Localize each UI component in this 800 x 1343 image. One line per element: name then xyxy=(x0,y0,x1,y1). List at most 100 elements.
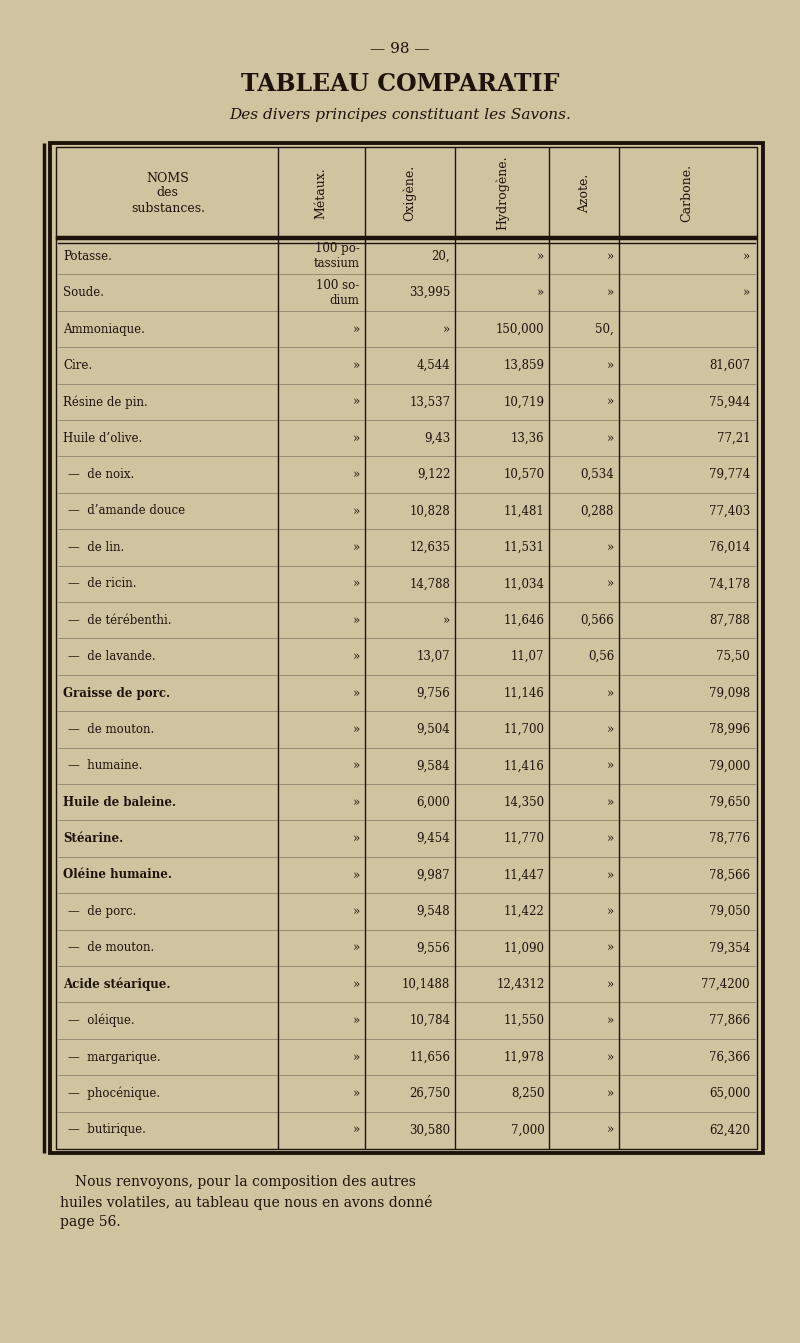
Text: —  de mouton.: — de mouton. xyxy=(68,723,154,736)
Text: »: » xyxy=(353,1050,360,1064)
Text: »: » xyxy=(353,1014,360,1027)
Text: »: » xyxy=(607,250,614,263)
Text: »: » xyxy=(353,759,360,772)
Text: »: » xyxy=(607,395,614,408)
Text: 9,584: 9,584 xyxy=(417,759,450,772)
Text: 11,770: 11,770 xyxy=(503,833,544,845)
Text: »: » xyxy=(607,723,614,736)
Text: »: » xyxy=(443,614,450,627)
Text: 62,420: 62,420 xyxy=(709,1123,750,1136)
Text: »: » xyxy=(353,614,360,627)
Text: 9,987: 9,987 xyxy=(417,869,450,881)
Bar xyxy=(50,142,763,1154)
Text: 9,454: 9,454 xyxy=(417,833,450,845)
Text: 9,548: 9,548 xyxy=(417,905,450,917)
Text: »: » xyxy=(353,322,360,336)
Text: 13,36: 13,36 xyxy=(510,431,544,445)
Text: NOMS
des
substances.: NOMS des substances. xyxy=(130,172,205,215)
Text: Ammoniaque.: Ammoniaque. xyxy=(63,322,145,336)
Text: Résine de pin.: Résine de pin. xyxy=(63,395,148,408)
Text: »: » xyxy=(353,359,360,372)
Text: 11,416: 11,416 xyxy=(503,759,544,772)
Text: 30,580: 30,580 xyxy=(409,1123,450,1136)
Text: Nous renvoyons, pour la composition des autres: Nous renvoyons, pour la composition des … xyxy=(75,1175,416,1189)
Text: Des divers principes constituant les Savons.: Des divers principes constituant les Sav… xyxy=(229,107,571,122)
Text: »: » xyxy=(537,286,544,299)
Text: 9,756: 9,756 xyxy=(417,686,450,700)
Text: »: » xyxy=(353,395,360,408)
Text: 26,750: 26,750 xyxy=(409,1086,450,1100)
Text: 50,: 50, xyxy=(595,322,614,336)
Text: »: » xyxy=(353,978,360,991)
Text: 11,146: 11,146 xyxy=(503,686,544,700)
Text: 13,537: 13,537 xyxy=(409,395,450,408)
Text: 11,550: 11,550 xyxy=(503,1014,544,1027)
Text: 79,098: 79,098 xyxy=(709,686,750,700)
Text: »: » xyxy=(607,286,614,299)
Text: Soude.: Soude. xyxy=(63,286,104,299)
Text: 0,56: 0,56 xyxy=(588,650,614,663)
Text: 77,866: 77,866 xyxy=(709,1014,750,1027)
Text: 65,000: 65,000 xyxy=(709,1086,750,1100)
Text: »: » xyxy=(353,905,360,917)
Text: »: » xyxy=(607,541,614,553)
Text: »: » xyxy=(353,541,360,553)
Text: —  de porc.: — de porc. xyxy=(68,905,136,917)
Text: —  oléique.: — oléique. xyxy=(68,1014,134,1027)
Text: 10,784: 10,784 xyxy=(410,1014,450,1027)
Text: »: » xyxy=(353,795,360,808)
Text: 79,000: 79,000 xyxy=(709,759,750,772)
Text: 10,719: 10,719 xyxy=(503,395,544,408)
Text: —  de lin.: — de lin. xyxy=(68,541,124,553)
Text: 9,122: 9,122 xyxy=(417,469,450,481)
Text: 4,544: 4,544 xyxy=(417,359,450,372)
Text: »: » xyxy=(607,686,614,700)
Text: Potasse.: Potasse. xyxy=(63,250,112,263)
Text: »: » xyxy=(607,759,614,772)
Text: 12,4312: 12,4312 xyxy=(496,978,544,991)
Text: —  de ricin.: — de ricin. xyxy=(68,577,137,591)
Text: »: » xyxy=(607,795,614,808)
Text: —  de lavande.: — de lavande. xyxy=(68,650,156,663)
Text: 11,978: 11,978 xyxy=(503,1050,544,1064)
Text: 11,481: 11,481 xyxy=(504,505,544,517)
Bar xyxy=(56,146,757,1150)
Text: »: » xyxy=(537,250,544,263)
Text: 87,788: 87,788 xyxy=(709,614,750,627)
Text: »: » xyxy=(607,905,614,917)
Text: 9,43: 9,43 xyxy=(424,431,450,445)
Text: —  de térébenthi.: — de térébenthi. xyxy=(68,614,171,627)
Text: 11,447: 11,447 xyxy=(503,869,544,881)
Text: 150,000: 150,000 xyxy=(496,322,544,336)
Text: »: » xyxy=(353,1086,360,1100)
Text: Acide stéarique.: Acide stéarique. xyxy=(63,978,170,991)
Text: 78,996: 78,996 xyxy=(709,723,750,736)
Text: »: » xyxy=(353,431,360,445)
Text: 0,566: 0,566 xyxy=(580,614,614,627)
Text: 11,531: 11,531 xyxy=(503,541,544,553)
Text: 78,566: 78,566 xyxy=(709,869,750,881)
Text: »: » xyxy=(607,833,614,845)
Text: 100 so-
dium: 100 so- dium xyxy=(317,278,360,306)
Text: 76,014: 76,014 xyxy=(709,541,750,553)
Text: Graisse de porc.: Graisse de porc. xyxy=(63,686,170,700)
Text: 77,403: 77,403 xyxy=(709,505,750,517)
Text: 11,090: 11,090 xyxy=(503,941,544,955)
Text: TABLEAU COMPARATIF: TABLEAU COMPARATIF xyxy=(241,73,559,95)
Text: 11,646: 11,646 xyxy=(503,614,544,627)
Text: 9,556: 9,556 xyxy=(417,941,450,955)
Text: »: » xyxy=(353,723,360,736)
Text: 79,774: 79,774 xyxy=(709,469,750,481)
Text: Métaux.: Métaux. xyxy=(314,167,328,219)
Text: »: » xyxy=(353,869,360,881)
Text: »: » xyxy=(607,1050,614,1064)
Text: »: » xyxy=(353,505,360,517)
Text: 77,21: 77,21 xyxy=(717,431,750,445)
Text: »: » xyxy=(607,941,614,955)
Text: —  humaine.: — humaine. xyxy=(68,759,142,772)
Text: 33,995: 33,995 xyxy=(409,286,450,299)
Text: —  butirique.: — butirique. xyxy=(68,1123,146,1136)
Text: 100 po-
tassium: 100 po- tassium xyxy=(314,242,360,270)
Text: 11,034: 11,034 xyxy=(503,577,544,591)
Text: »: » xyxy=(607,869,614,881)
